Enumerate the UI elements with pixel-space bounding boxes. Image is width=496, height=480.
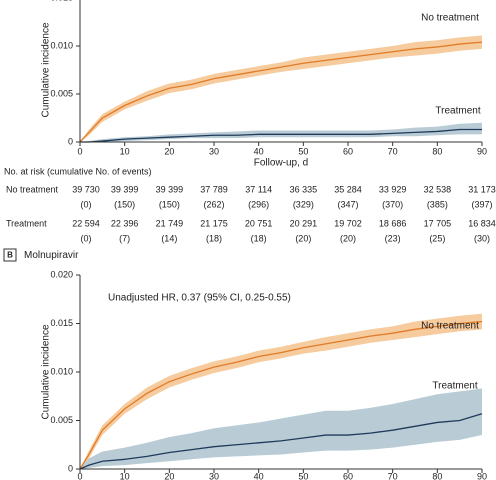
events: (385) bbox=[427, 199, 448, 209]
risk-row-label: Treatment bbox=[6, 218, 47, 228]
at-risk: 17 705 bbox=[424, 218, 452, 228]
x-tick-label: 50 bbox=[298, 471, 308, 480]
at-risk: 31 173 bbox=[468, 184, 496, 194]
panel-label-box bbox=[3, 248, 17, 262]
risk-row-label: No treatment bbox=[6, 184, 59, 194]
at-risk: 19 702 bbox=[334, 218, 362, 228]
at-risk: 39 399 bbox=[111, 184, 139, 194]
y-tick-label: 0.015 bbox=[50, 318, 73, 328]
y-tick-label: 0 bbox=[68, 136, 73, 146]
y-tick-label: 0.010 bbox=[50, 40, 73, 50]
at-risk: 39 399 bbox=[156, 184, 184, 194]
events: (7) bbox=[119, 233, 130, 243]
events: (347) bbox=[337, 199, 358, 209]
at-risk: 21 749 bbox=[156, 218, 184, 228]
confidence-band bbox=[80, 35, 482, 142]
at-risk: 20 291 bbox=[290, 218, 318, 228]
series-line bbox=[79, 41, 483, 143]
confidence-band bbox=[80, 313, 482, 469]
at-risk: 36 335 bbox=[290, 184, 318, 194]
x-tick-label: 80 bbox=[432, 471, 442, 480]
x-tick-label: 0 bbox=[77, 471, 82, 480]
x-tick-label: 90 bbox=[477, 471, 487, 480]
at-risk: 20 751 bbox=[245, 218, 273, 228]
x-tick-label: 70 bbox=[388, 471, 398, 480]
at-risk: 22 594 bbox=[72, 218, 100, 228]
events: (150) bbox=[159, 199, 180, 209]
events: (296) bbox=[248, 199, 269, 209]
y-tick-label: 0.020 bbox=[50, 269, 73, 279]
events: (25) bbox=[429, 233, 445, 243]
events: (20) bbox=[340, 233, 356, 243]
series-label: Treatment bbox=[432, 381, 477, 392]
y-tick-label: 0.005 bbox=[50, 88, 73, 98]
x-tick-label: 60 bbox=[343, 471, 353, 480]
events: (370) bbox=[382, 199, 403, 209]
x-tick-label: 20 bbox=[164, 471, 174, 480]
x-tick-label: 90 bbox=[477, 146, 487, 156]
y-tick-label: 0.005 bbox=[50, 415, 73, 425]
panel-title: Molnupiravir bbox=[24, 250, 79, 261]
x-tick-label: 40 bbox=[254, 146, 264, 156]
y-axis-label: Cumulative incidence bbox=[41, 324, 52, 419]
at-risk: 33 929 bbox=[379, 184, 407, 194]
events: (150) bbox=[114, 199, 135, 209]
annotation: Unadjusted HR, 0.37 (95% CI, 0.25-0.55) bbox=[108, 293, 291, 304]
at-risk: 35 284 bbox=[334, 184, 362, 194]
y-tick-label: 0.010 bbox=[50, 366, 73, 376]
events: (0) bbox=[81, 199, 92, 209]
x-tick-label: 30 bbox=[209, 471, 219, 480]
y-axis-label: Cumulative incidence bbox=[41, 22, 52, 117]
events: (18) bbox=[251, 233, 267, 243]
x-tick-label: 70 bbox=[388, 146, 398, 156]
at-risk: 18 686 bbox=[379, 218, 407, 228]
x-tick-label: 50 bbox=[298, 146, 308, 156]
x-tick-label: 0 bbox=[77, 146, 82, 156]
at-risk: 37 114 bbox=[245, 184, 272, 194]
events: (329) bbox=[293, 199, 314, 209]
x-tick-label: 10 bbox=[120, 146, 130, 156]
y-tick-label: 0.015 bbox=[50, 0, 73, 2]
events: (18) bbox=[206, 233, 222, 243]
at-risk: 32 538 bbox=[424, 184, 452, 194]
series-label: No treatment bbox=[421, 13, 479, 24]
series-label: Treatment bbox=[435, 106, 480, 117]
panel-label: B bbox=[7, 251, 13, 260]
events: (14) bbox=[161, 233, 177, 243]
x-tick-label: 10 bbox=[120, 471, 130, 480]
x-tick-label: 60 bbox=[343, 146, 353, 156]
at-risk: 22 396 bbox=[111, 218, 139, 228]
at-risk: 37 789 bbox=[200, 184, 228, 194]
at-risk: 16 834 bbox=[468, 218, 496, 228]
x-axis-label: Follow-up, d bbox=[254, 158, 308, 169]
x-tick-label: 80 bbox=[432, 146, 442, 156]
series-line bbox=[79, 413, 483, 470]
series-line bbox=[79, 320, 483, 470]
events: (0) bbox=[81, 233, 92, 243]
at-risk: 21 175 bbox=[200, 218, 228, 228]
y-tick-label: 0 bbox=[68, 463, 73, 473]
series-label: No treatment bbox=[421, 321, 479, 332]
x-tick-label: 30 bbox=[209, 146, 219, 156]
risk-table-title: No. at risk (cumulative No. of events) bbox=[4, 166, 152, 176]
at-risk: 39 730 bbox=[72, 184, 100, 194]
x-tick-label: 40 bbox=[254, 471, 264, 480]
events: (23) bbox=[385, 233, 401, 243]
series-line bbox=[80, 128, 482, 143]
x-tick-label: 20 bbox=[164, 146, 174, 156]
events: (397) bbox=[471, 199, 492, 209]
confidence-band bbox=[80, 388, 482, 469]
events: (262) bbox=[203, 199, 224, 209]
events: (30) bbox=[474, 233, 490, 243]
events: (20) bbox=[295, 233, 311, 243]
